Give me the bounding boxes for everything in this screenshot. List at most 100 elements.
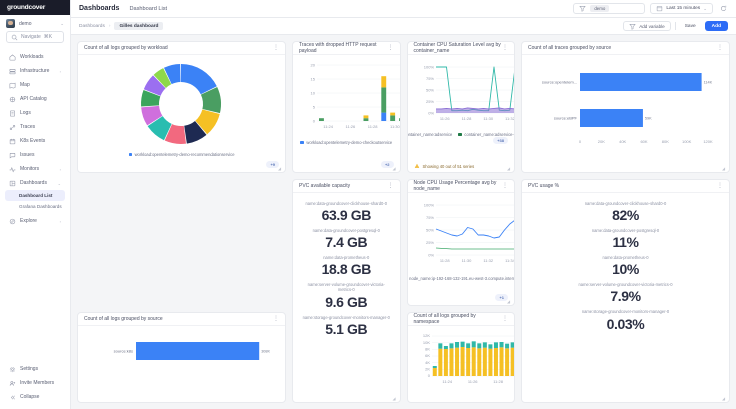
sidebar-item-monitors[interactable]: Monitors › (5, 162, 65, 176)
svg-text:20: 20 (311, 62, 316, 67)
sidebar-item-settings[interactable]: Settings (5, 362, 65, 376)
search-input[interactable]: Navigate ⌘K (6, 31, 64, 43)
refresh-button[interactable] (718, 4, 728, 14)
svg-text:source:k8s: source:k8s (114, 349, 133, 354)
sidebar-item-dashboards[interactable]: Dashboards ⌄ (5, 176, 65, 190)
legend-more-badge[interactable]: +2 (380, 161, 394, 168)
resize-handle[interactable]: ◢ (722, 396, 726, 401)
stacked-bar-chart[interactable]: 02K4K6K8K10K12K11:2411:2611:2811:3011:32… (414, 330, 516, 392)
svg-text:50%: 50% (425, 227, 433, 232)
chart-legend: node_name:ip-192-168-132-191.eu-west-3.c… (409, 275, 514, 281)
legend-label: workload:opentelemetry-demo-recommendati… (134, 152, 235, 157)
sidebar-item-api-catalog[interactable]: API Catalog (5, 92, 65, 106)
resize-handle[interactable]: ◢ (392, 166, 396, 171)
sidebar-subitem-dashboard-list[interactable]: Dashboard List (5, 190, 65, 201)
dashboards-icon (9, 180, 16, 186)
sidebar-item-k8s-events[interactable]: K8s Events (5, 134, 65, 148)
horizontal-bar-chart[interactable]: source:opentelem... 114K source:eBPF 59K 0 20… (528, 59, 723, 159)
svg-text:11:28: 11:28 (493, 379, 503, 384)
kebab-icon[interactable]: ⋮ (717, 183, 723, 189)
brand-logo[interactable]: groundcover (0, 0, 70, 15)
legend-item[interactable]: container_name:adservice-client (458, 132, 514, 137)
sidebar-item-workloads[interactable]: Workloads (5, 50, 65, 64)
add-variable-button[interactable]: Add variable (623, 21, 671, 31)
resize-handle[interactable]: ◢ (507, 299, 511, 304)
svg-text:5: 5 (313, 104, 316, 109)
kebab-icon[interactable]: ⋮ (273, 316, 279, 322)
line-chart[interactable]: 0%25%50%75%100%11:2811:3011:3211:3411:36… (414, 197, 516, 275)
filter-chip[interactable]: demo (590, 5, 610, 12)
stat-label: name:data-prometheus-0 (323, 255, 370, 261)
issues-icon (9, 152, 16, 158)
resize-handle[interactable]: ◢ (278, 166, 282, 171)
svg-text:12K: 12K (422, 333, 429, 338)
user-menu[interactable]: demo ⌄ (0, 15, 70, 31)
stat-value: 18.8 GB (321, 261, 372, 278)
panel-pvc-usage: PVC usage % ⋮ name:data-groundcover-clic… (521, 179, 730, 403)
sidebar-subitem-grafana-dashboards[interactable]: Grafana Dashboards (5, 201, 65, 212)
kebab-icon[interactable]: ⋮ (387, 45, 394, 51)
sidebar-item-map[interactable]: Map (5, 78, 65, 92)
time-range-picker[interactable]: Last 15 minutes ⌄ (650, 3, 713, 14)
stacked-bar-chart[interactable]: 0510152011:2411:2611:2811:3011:3211:3411… (299, 59, 401, 139)
legend-more-badge[interactable]: +38 (493, 137, 508, 144)
resize-handle[interactable]: ◢ (392, 396, 396, 401)
legend-item[interactable]: workload:opentelemetry-demo-recommendati… (128, 152, 235, 157)
kebab-icon[interactable]: ⋮ (502, 183, 508, 189)
sidebar-item-logs[interactable]: Logs (5, 106, 65, 120)
search-icon (11, 34, 18, 40)
sidebar-item-arrow: › (59, 166, 61, 172)
svg-text:11:34: 11:34 (505, 258, 515, 263)
kebab-icon[interactable]: ⋮ (387, 183, 394, 189)
sidebar-item-traces[interactable]: Traces (5, 120, 65, 134)
legend-item[interactable]: node_name:ip-192-168-132-191.eu-west-3.c… (407, 276, 514, 281)
panel-body: name:data-groundcover-clickhouse-shard0-… (293, 193, 400, 402)
warning-icon (414, 163, 419, 168)
svg-text:11:32: 11:32 (505, 116, 515, 121)
map-icon (9, 82, 16, 89)
svg-text:0: 0 (427, 373, 430, 378)
sidebar-item-infrastructure[interactable]: Infrastructure › (5, 64, 65, 78)
chart-legend: workload:opentelemetry-demo-checkoutserv… (299, 139, 394, 145)
stat-value: 9.6 GB (325, 293, 368, 310)
kebab-icon[interactable]: ⋮ (273, 45, 279, 51)
stat-label: name:data-groundcover-clickhouse-shard0-… (305, 201, 387, 206)
save-button[interactable]: Save (684, 23, 696, 29)
sidebar-item-collapse[interactable]: Collapse (5, 390, 65, 404)
legend-label: container_name:adservice-client (464, 132, 514, 137)
resize-handle[interactable]: ◢ (507, 166, 511, 171)
breadcrumb-root[interactable]: Dashboards (79, 23, 105, 29)
breadcrumb-bar: Dashboards › Gilles dashboard Add variab… (71, 18, 736, 35)
donut-chart[interactable] (84, 59, 279, 151)
kebab-icon[interactable]: ⋮ (502, 45, 508, 51)
panel-body: name:data-groundcover-clickhouse-shard0-… (522, 193, 729, 402)
legend-item[interactable]: container_name:adservice (407, 132, 452, 137)
stat-value: 11% (612, 234, 639, 251)
sidebar-item-invite-members[interactable]: Invite Members (5, 376, 65, 390)
panel-title: Count of all logs grouped by source (84, 316, 163, 322)
stat-value: 7.9% (610, 288, 641, 305)
filter-control[interactable]: demo (573, 3, 646, 14)
panel-body: 02K4K6K8K10K12K11:2411:2611:2811:3011:32… (408, 326, 515, 402)
add-button[interactable]: Add (704, 21, 728, 31)
legend-more-badge[interactable]: +9 (266, 161, 279, 168)
breadcrumb-separator: › (108, 23, 111, 29)
line-chart[interactable]: 0%25%50%75%100%11:2611:2811:3011:3211:34… (414, 59, 516, 131)
sidebar-item-explore[interactable]: Explore › (5, 214, 65, 228)
stat-label: name:storage-groundcover-monitors-manage… (302, 314, 390, 320)
legend-item[interactable]: workload:opentelemetry-demo-checkoutserv… (300, 140, 392, 145)
kebab-icon[interactable]: ⋮ (502, 316, 508, 322)
svg-text:308K: 308K (261, 350, 270, 354)
breadcrumb-current[interactable]: Gilles dashboard (114, 22, 164, 30)
horizontal-bar-chart[interactable]: source:k8s 308K (84, 330, 279, 378)
sidebar-item-label: Map (20, 82, 30, 88)
stat-list: name:data-groundcover-clickhouse-shard0-… (528, 197, 723, 336)
kebab-icon[interactable]: ⋮ (717, 45, 723, 51)
legend-more-badge[interactable]: +1 (495, 294, 508, 301)
resize-handle[interactable]: ◢ (722, 166, 726, 171)
sidebar-item-issues[interactable]: Issues (5, 148, 65, 162)
svg-text:11:30: 11:30 (461, 258, 471, 263)
stat-label: name:data-prometheus-0 (602, 255, 649, 261)
tab-dashboard-list[interactable]: Dashboard List (129, 5, 168, 12)
